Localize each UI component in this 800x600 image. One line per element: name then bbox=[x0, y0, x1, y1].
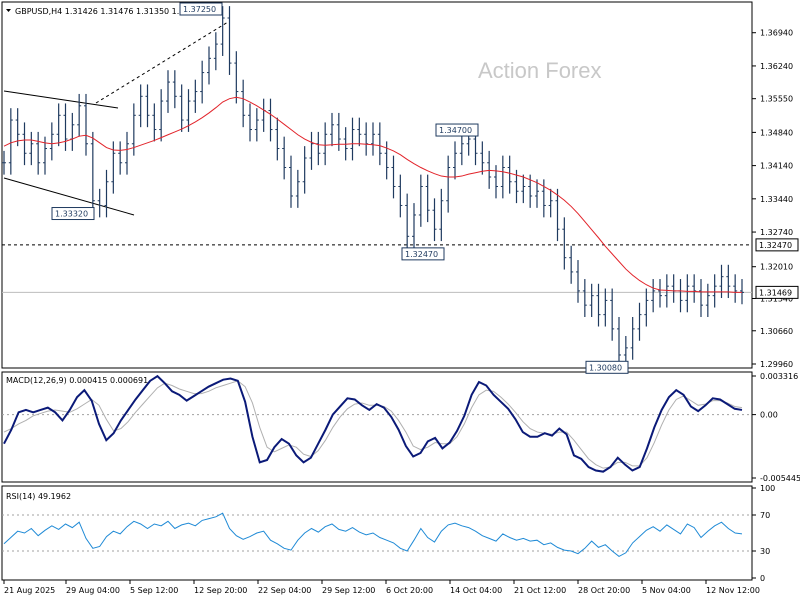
dropdown-triangle-icon[interactable] bbox=[6, 9, 11, 12]
rsi-title: RSI(14) 49.1962 bbox=[6, 492, 71, 501]
annotation-label: 1.37250 bbox=[183, 5, 216, 14]
macd-axis: 0.003316 0.00 -0.005445 bbox=[2, 372, 800, 483]
symbol-line: GBPUSD,H4 1.31426 1.31476 1.31350 1.3146… bbox=[15, 7, 205, 16]
channel-lower-line bbox=[3, 177, 135, 216]
annotation-label: 1.30080 bbox=[589, 363, 622, 372]
x-tick-label: 22 Sep 04:00 bbox=[258, 586, 311, 595]
x-tick-label: 5 Nov 04:00 bbox=[642, 586, 691, 595]
annotation-label: 1.33320 bbox=[55, 210, 88, 219]
channel-upper-line bbox=[3, 90, 119, 109]
price-tick-label: 1.36940 bbox=[760, 29, 793, 38]
macd-line bbox=[3, 374, 743, 473]
x-axis: 21 Aug 2025 29 Aug 04:00 5 Sep 12:00 12 Sep… bbox=[3, 580, 760, 595]
price-tick-label: 1.30660 bbox=[760, 327, 793, 336]
macd-panel-frame bbox=[1, 371, 753, 483]
x-tick-label: 28 Oct 20:00 bbox=[578, 586, 630, 595]
x-tick-label: 29 Sep 12:00 bbox=[322, 586, 375, 595]
rsi-line bbox=[3, 512, 743, 557]
annotation-badge bbox=[585, 360, 629, 374]
x-tick-label: 21 Aug 2025 bbox=[4, 586, 55, 595]
macd-lines bbox=[3, 374, 743, 473]
price-tick-label: 1.35550 bbox=[760, 95, 793, 104]
annotation-badge bbox=[179, 2, 223, 16]
price-tick-label: 1.36240 bbox=[760, 62, 793, 71]
macd-tick-label: -0.005445 bbox=[760, 474, 800, 483]
x-tick-label: 12 Nov 12:00 bbox=[706, 586, 760, 595]
support-line-label-box bbox=[755, 238, 799, 252]
x-tick-label: 5 Sep 12:00 bbox=[130, 586, 178, 595]
channel-lines bbox=[3, 21, 229, 216]
price-tick-label: 1.31340 bbox=[760, 295, 793, 304]
price-tick-label: 1.32740 bbox=[760, 228, 793, 237]
rsi-panel-frame bbox=[1, 485, 753, 581]
dashed-trend-line bbox=[95, 21, 229, 104]
price-tick-label: 1.29960 bbox=[760, 360, 793, 369]
macd-signal-line bbox=[3, 380, 743, 469]
rsi-tick-label: 70 bbox=[760, 511, 770, 520]
annotation-badge bbox=[401, 247, 445, 261]
price-panel-frame bbox=[1, 1, 753, 369]
macd-title: MACD(12,26,9) 0.000415 0.000691 bbox=[6, 376, 148, 385]
x-tick-label: 21 Oct 12:00 bbox=[514, 586, 566, 595]
support-line-label: 1.32470 bbox=[759, 241, 792, 250]
x-tick-label: 29 Aug 04:00 bbox=[66, 586, 120, 595]
macd-tick-label: 0.003316 bbox=[760, 372, 798, 381]
price-axis: 1.36940 1.36240 1.35550 1.34840 1.34140 1.334… bbox=[2, 29, 799, 369]
moving-average bbox=[3, 96, 742, 293]
price-annotations: 1.37250 1.33320 1.34700 1.32470 1.30080 bbox=[51, 2, 629, 374]
watermark: Action Forex bbox=[478, 58, 602, 83]
annotation-label: 1.32470 bbox=[405, 250, 438, 259]
price-tick-label: 1.32010 bbox=[760, 263, 793, 272]
rsi-tick-label: 30 bbox=[760, 547, 770, 556]
annotation-badge bbox=[51, 207, 95, 221]
rsi-lines bbox=[3, 512, 743, 557]
price-tick-label: 1.33440 bbox=[760, 195, 793, 204]
macd-tick-label: 0.00 bbox=[760, 411, 778, 420]
x-tick-label: 14 Oct 04:00 bbox=[450, 586, 502, 595]
rsi-tick-label: 100 bbox=[760, 484, 775, 493]
rsi-tick-label: 0 bbox=[760, 574, 765, 583]
price-tick-label: 1.34140 bbox=[760, 162, 793, 171]
current-price-box bbox=[755, 285, 799, 299]
price-series bbox=[2, 6, 744, 367]
current-price-label: 1.31469 bbox=[759, 288, 792, 297]
x-tick-label: 12 Sep 20:00 bbox=[194, 586, 247, 595]
annotation-label: 1.34700 bbox=[439, 126, 472, 135]
x-tick-label: 6 Oct 20:00 bbox=[386, 586, 433, 595]
price-tick-label: 1.34840 bbox=[760, 128, 793, 137]
moving-average-line bbox=[3, 96, 742, 293]
annotation-badge bbox=[435, 123, 479, 137]
